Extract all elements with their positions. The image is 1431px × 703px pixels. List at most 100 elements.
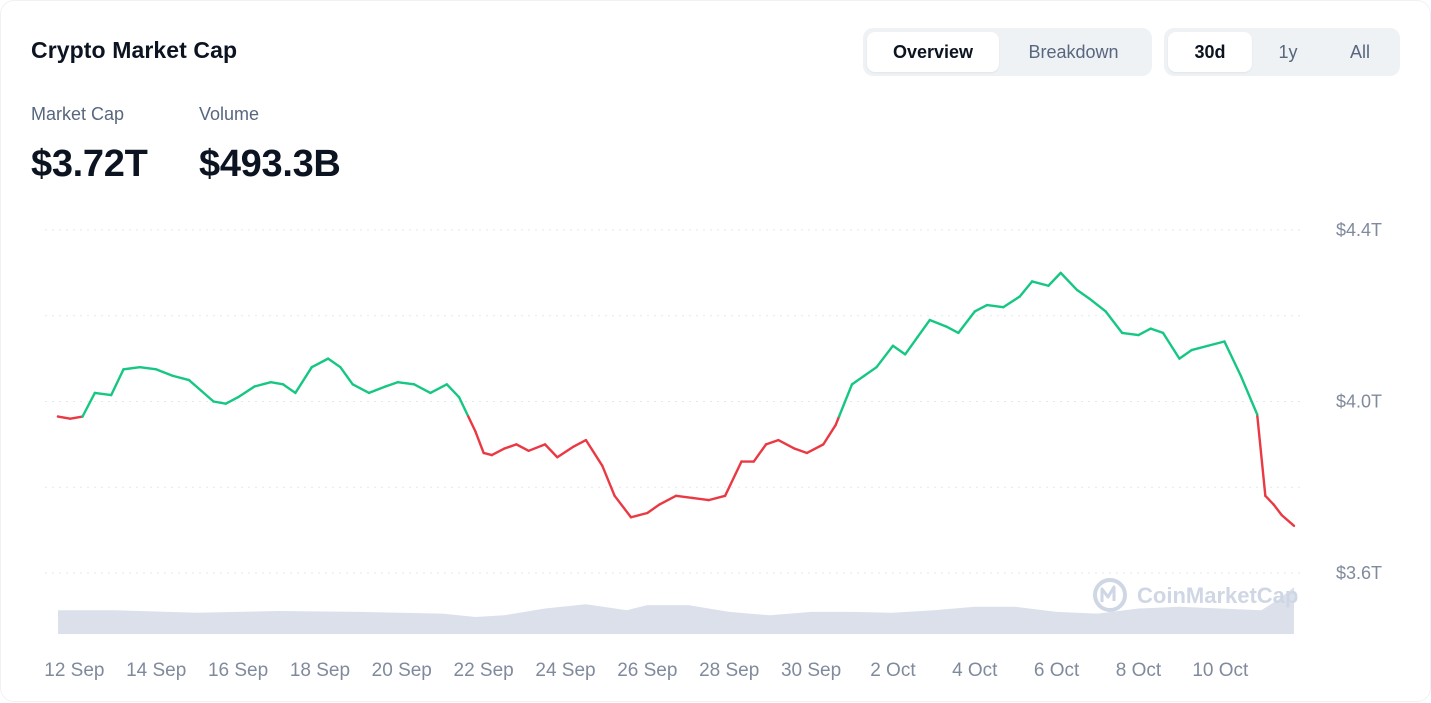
- price-segment-5: [123, 367, 139, 369]
- x-tick-label-8: 28 Sep: [699, 660, 759, 681]
- x-tick-label-13: 8 Oct: [1116, 660, 1162, 681]
- price-segment-31: [492, 449, 504, 455]
- price-segment-32: [504, 444, 516, 448]
- x-tick-label-11: 4 Oct: [952, 660, 998, 681]
- price-segment-17: [295, 367, 311, 393]
- price-segment-57: [852, 376, 864, 385]
- price-segment-15: [271, 382, 283, 384]
- price-segment-51: [766, 440, 778, 444]
- price-segment-54: [807, 444, 823, 453]
- y-tick-label-2: $3.6T: [1336, 563, 1382, 583]
- price-segment-6: [140, 367, 156, 369]
- coinmarketcap-logo-icon: [1095, 580, 1125, 610]
- price-segment-62: [917, 320, 929, 337]
- price-segment-48: [725, 462, 741, 496]
- price-segment-45: [676, 496, 692, 498]
- price-segment-76: [1122, 333, 1138, 335]
- price-segment-88: [1282, 515, 1294, 526]
- price-segment-42: [639, 513, 647, 515]
- price-segment-56a: [836, 417, 839, 426]
- price-segment-41: [631, 515, 639, 517]
- price-segment-24: [398, 382, 414, 384]
- x-tick-label-14: 10 Oct: [1192, 660, 1249, 681]
- price-segment-44: [660, 496, 676, 505]
- price-segment-26: [430, 384, 446, 393]
- y-tick-label-0: $4.4T: [1336, 220, 1382, 240]
- price-segment-29: [475, 432, 483, 453]
- price-segment-40: [615, 496, 631, 517]
- price-segment-23: [385, 382, 397, 386]
- price-segment-22: [369, 386, 385, 392]
- price-segment-68: [1003, 296, 1019, 307]
- price-segment-0b: [58, 417, 70, 419]
- price-segment-50: [754, 444, 766, 461]
- price-segment-20: [340, 367, 352, 384]
- price-segment-46: [692, 498, 708, 500]
- price-segment-11: [214, 402, 226, 404]
- x-tick-label-5: 22 Sep: [454, 660, 514, 681]
- price-segment-69: [1020, 281, 1032, 296]
- x-tick-label-0: 12 Sep: [44, 660, 104, 681]
- price-segment-9: [189, 380, 201, 391]
- price-segment-77: [1138, 329, 1150, 335]
- x-tick-label-10: 2 Oct: [870, 660, 916, 681]
- price-segment-33: [516, 444, 528, 450]
- price-segment-55: [823, 425, 835, 444]
- price-segment-60: [893, 346, 905, 355]
- price-segment-36: [557, 447, 573, 458]
- price-segment-71: [1048, 273, 1060, 286]
- price-segment-37: [574, 440, 586, 446]
- price-segment-78: [1151, 329, 1163, 333]
- price-segment-12: [226, 397, 238, 403]
- price-segment-16: [283, 384, 295, 393]
- price-segment-19: [328, 359, 340, 368]
- price-segment-58: [864, 367, 876, 376]
- price-segment-83: [1224, 341, 1240, 375]
- price-segment-70: [1032, 281, 1048, 285]
- price-segment-28a: [459, 397, 468, 416]
- price-segment-81: [1192, 346, 1208, 350]
- price-segment-82: [1208, 341, 1224, 345]
- watermark-text: CoinMarketCap: [1137, 583, 1298, 608]
- coinmarketcap-watermark: CoinMarketCap: [1095, 580, 1298, 610]
- price-segment-74: [1089, 299, 1105, 312]
- price-segment-52: [778, 440, 794, 449]
- price-segment-1a: [70, 417, 82, 419]
- price-segment-21: [353, 384, 369, 393]
- x-tick-label-6: 24 Sep: [535, 660, 595, 681]
- price-segment-39: [602, 466, 614, 496]
- x-tick-label-7: 26 Sep: [617, 660, 677, 681]
- price-segment-4: [111, 369, 123, 395]
- price-segment-35: [545, 444, 557, 457]
- price-segment-3: [95, 393, 111, 395]
- price-segment-2: [83, 393, 95, 417]
- price-segment-30: [484, 453, 492, 455]
- price-segment-25: [414, 384, 430, 393]
- price-segment-13: [238, 386, 254, 397]
- price-segment-27: [447, 384, 459, 397]
- price-segment-7: [156, 369, 172, 375]
- price-segment-38: [586, 440, 602, 466]
- price-segment-53: [795, 449, 807, 453]
- price-segment-10: [201, 391, 213, 402]
- price-segment-80: [1179, 350, 1191, 359]
- price-segment-65: [958, 311, 974, 332]
- x-tick-label-2: 16 Sep: [208, 660, 268, 681]
- price-segment-59: [877, 346, 893, 367]
- line-layer: [58, 273, 1294, 526]
- price-segment-64: [946, 326, 958, 332]
- price-segment-66: [975, 305, 987, 311]
- price-segment-56b: [839, 384, 852, 416]
- price-segment-73: [1077, 290, 1089, 299]
- price-segment-18: [312, 359, 328, 368]
- price-segment-14: [254, 382, 270, 386]
- price-segment-61: [905, 337, 917, 354]
- y-axis: $4.4T$4.0T$3.6T: [1336, 220, 1382, 583]
- price-segment-84: [1241, 376, 1257, 415]
- grid-layer: [45, 230, 1303, 573]
- price-segment-47: [709, 496, 725, 500]
- price-segment-86: [1265, 496, 1273, 505]
